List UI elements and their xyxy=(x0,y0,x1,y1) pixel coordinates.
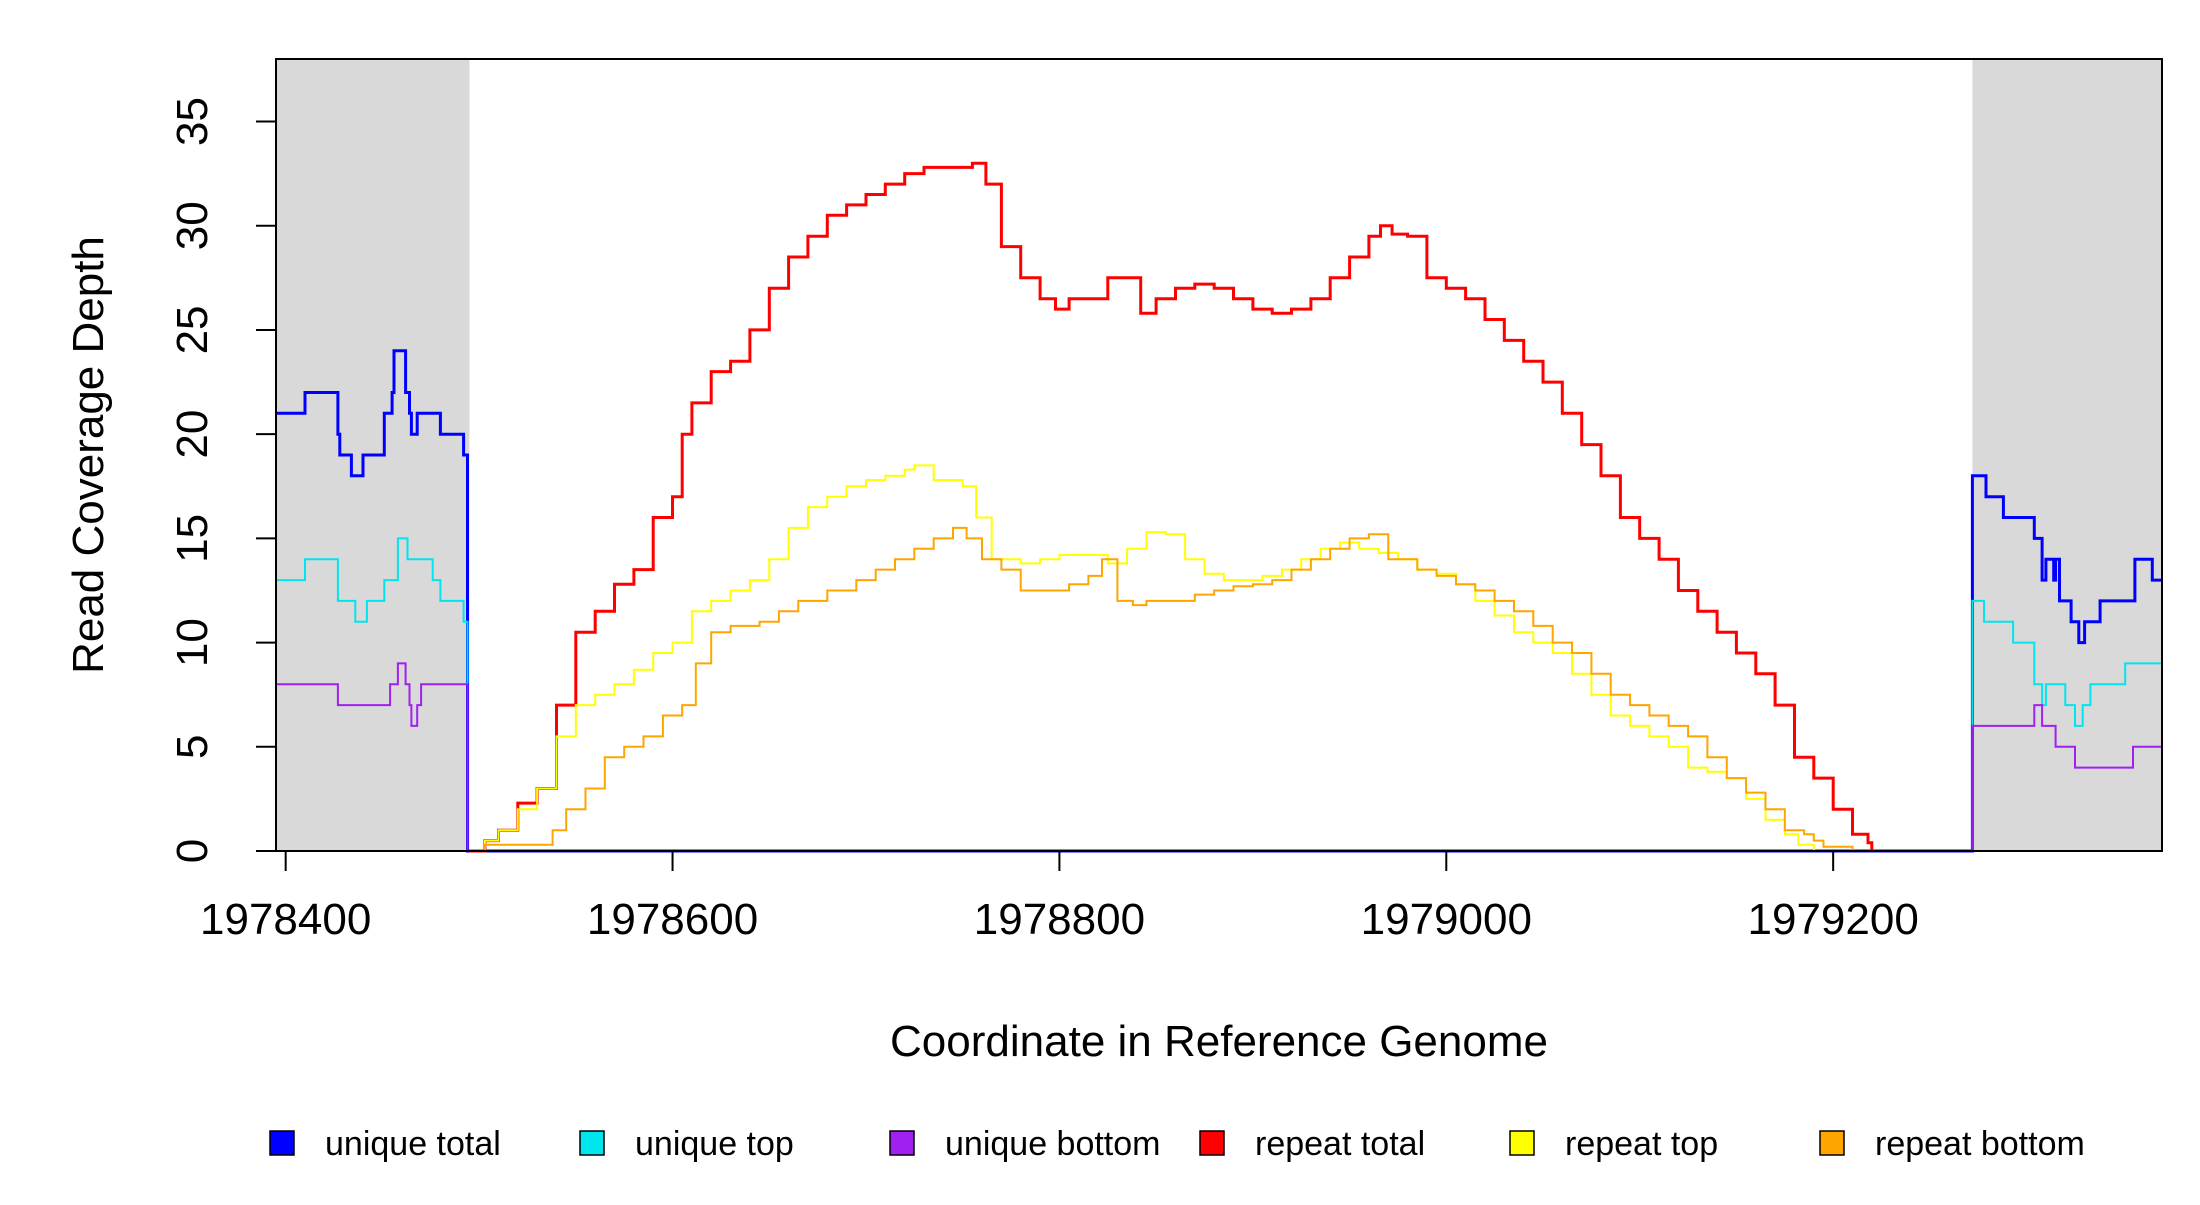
legend-swatch-5 xyxy=(1509,1130,1535,1156)
legend-swatch-3 xyxy=(889,1130,915,1156)
legend-label-2: unique top xyxy=(635,1125,794,1163)
legend-label-5: repeat top xyxy=(1565,1125,1718,1163)
y-tick-label-8: 35 xyxy=(168,97,217,146)
series-line-unique-total xyxy=(276,349,2162,853)
legend: unique total unique top unique bottom repea… xyxy=(269,1125,2085,1163)
legend-swatch-2 xyxy=(579,1130,605,1156)
y-tick-label-3: 10 xyxy=(168,618,217,667)
plot-frame xyxy=(275,58,2163,852)
x-axis: 1978400 1978600 1978800 1979000 1979200 xyxy=(200,850,1919,944)
x-tick-label-3: 1978800 xyxy=(974,895,1145,944)
y-axis-title: Read Coverage Depth xyxy=(64,236,113,674)
legend-label-1: unique total xyxy=(325,1125,501,1163)
y-tick-label-2: 5 xyxy=(168,735,217,759)
series-line-repeat-total xyxy=(469,161,1874,853)
series-line-unique-top xyxy=(276,537,2162,852)
series-line-repeat-top xyxy=(469,464,1815,852)
series-line-repeat-bottom xyxy=(469,526,2162,852)
x-tick-label-5: 1979200 xyxy=(1748,895,1919,944)
x-tick-label-2: 1978600 xyxy=(587,895,758,944)
legend-label-4: repeat total xyxy=(1255,1125,1425,1163)
legend-swatch-1 xyxy=(269,1130,295,1156)
y-tick-label-5: 20 xyxy=(168,410,217,459)
y-tick-label-4: 15 xyxy=(168,514,217,563)
legend-label-3: unique bottom xyxy=(945,1125,1161,1163)
legend-swatch-4 xyxy=(1199,1130,1225,1156)
y-tick-label-7: 30 xyxy=(168,201,217,250)
shaded-region-2 xyxy=(1972,59,2162,851)
y-axis: 0 5 10 15 20 25 30 35 xyxy=(168,97,277,863)
shaded-regions xyxy=(276,59,2162,851)
x-tick-label-1: 1978400 xyxy=(200,895,371,944)
legend-label-6: repeat bottom xyxy=(1875,1125,2085,1163)
x-tick-label-4: 1979000 xyxy=(1361,895,1532,944)
y-tick-label-1: 0 xyxy=(168,839,217,863)
legend-swatch-6 xyxy=(1819,1130,1845,1156)
series-lines xyxy=(276,161,2162,853)
series-line-unique-bottom xyxy=(276,662,2162,852)
x-axis-title: Coordinate in Reference Genome xyxy=(890,1017,1548,1066)
y-tick-label-6: 25 xyxy=(168,305,217,354)
